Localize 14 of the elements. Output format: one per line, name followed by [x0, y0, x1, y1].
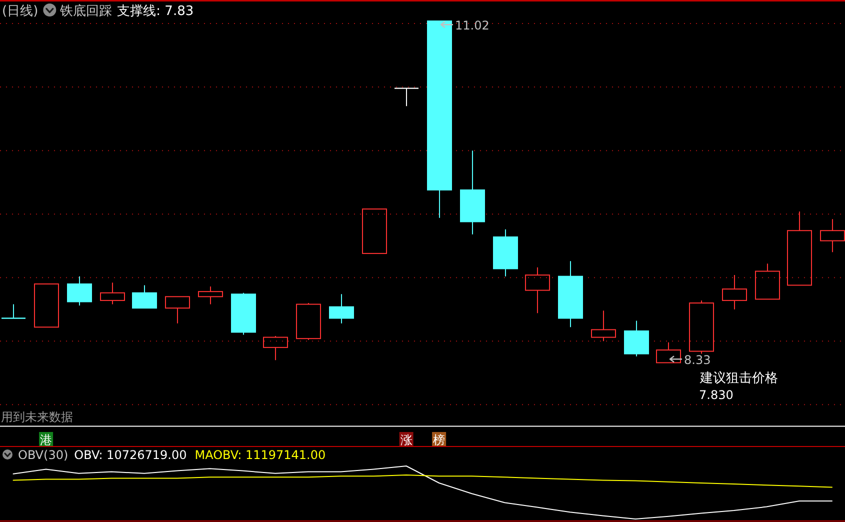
annotation: 11.02	[455, 18, 490, 33]
series-label: MAOBV: 11197141.00	[194, 448, 326, 462]
ref-line-label: 支撑线: 7.83	[117, 4, 194, 19]
text: 7.830	[699, 388, 734, 402]
text: 港	[40, 433, 52, 447]
chart-title: (日线)	[2, 4, 38, 19]
text: 用到未来数据	[1, 410, 73, 424]
text: 榜	[433, 433, 446, 447]
chart-subtitle: 铁底回踩	[59, 4, 112, 19]
annotation: 8.33	[684, 353, 711, 368]
series-label: OBV: 10726719.00	[74, 448, 187, 462]
text: 建议狙击价格	[699, 371, 778, 386]
text: 涨	[400, 433, 412, 447]
chart-title: OBV(30)	[18, 448, 68, 462]
